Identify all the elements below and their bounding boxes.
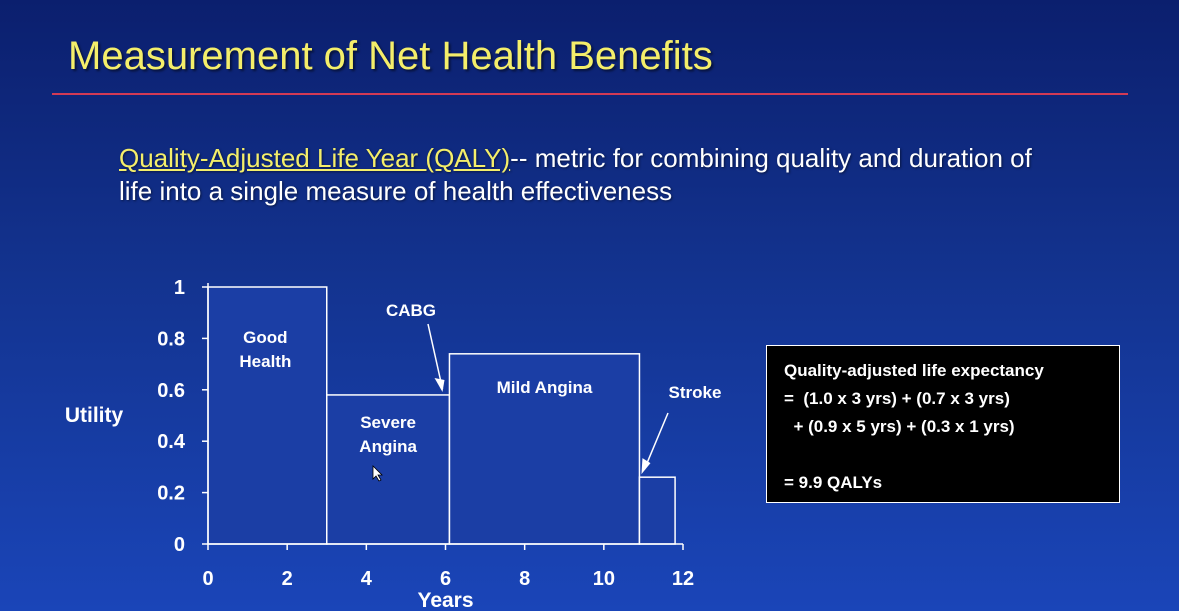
- x-tick-label: 8: [519, 568, 530, 590]
- y-tick-label: 0: [174, 534, 185, 556]
- mouse-cursor-icon: [372, 465, 383, 482]
- x-tick-label: 12: [672, 568, 694, 590]
- y-tick-label: 0.6: [157, 380, 185, 402]
- y-axis-title: Utility: [65, 404, 124, 427]
- bar-label-good-health: Good Health: [239, 328, 291, 371]
- annotation-cabg-arrowhead: [434, 377, 445, 392]
- qaly-line-4: [784, 441, 1119, 469]
- subtitle: Quality-Adjusted Life Year (QALY)-- metr…: [119, 142, 1059, 208]
- y-tick-label: 0.4: [157, 431, 186, 453]
- slide-title: Measurement of Net Health Benefits: [68, 34, 713, 78]
- qaly-calculation-box: Quality-adjusted life expectancy = (1.0 …: [766, 345, 1120, 503]
- annotation-stroke-arrowhead: [641, 458, 651, 475]
- y-tick-label: 0.8: [157, 328, 185, 350]
- title-divider: [52, 93, 1128, 95]
- qaly-line-5: = 9.9 QALYs: [784, 473, 883, 492]
- x-tick-label: 2: [282, 568, 293, 590]
- bar-good-health: [207, 286, 328, 545]
- qaly-definition: -- metric for combining quality and dura…: [119, 143, 1032, 206]
- qaly-line-2: = (1.0 x 3 yrs) + (0.7 x 3 yrs): [784, 389, 1010, 408]
- annotation-cabg: CABG: [386, 301, 436, 320]
- x-tick-label: 4: [361, 568, 373, 590]
- y-tick-label: 0.2: [157, 483, 185, 505]
- x-tick-label: 10: [593, 568, 615, 590]
- bar-mild-angina: [448, 353, 641, 545]
- x-axis-title: Years: [417, 589, 473, 611]
- qaly-term: Quality-Adjusted Life Year (QALY): [119, 143, 511, 173]
- bar-label-severe-angina: Severe Angina: [359, 413, 417, 456]
- annotation-cabg-arrow: [427, 323, 444, 390]
- qaly-line-3: + (0.9 x 5 yrs) + (0.3 x 1 yrs): [784, 417, 1015, 436]
- y-tick-label: 1: [174, 277, 185, 299]
- x-tick-label: 0: [202, 568, 213, 590]
- annotation-stroke-arrow: [643, 412, 669, 470]
- bar-stroke: [638, 476, 676, 545]
- bar-severe-angina: [326, 394, 451, 545]
- qaly-line-1: Quality-adjusted life expectancy: [784, 361, 1044, 380]
- annotation-stroke: Stroke: [669, 383, 722, 402]
- bar-label-mild-angina: Mild Angina: [497, 378, 593, 397]
- x-tick-label: 6: [440, 568, 451, 590]
